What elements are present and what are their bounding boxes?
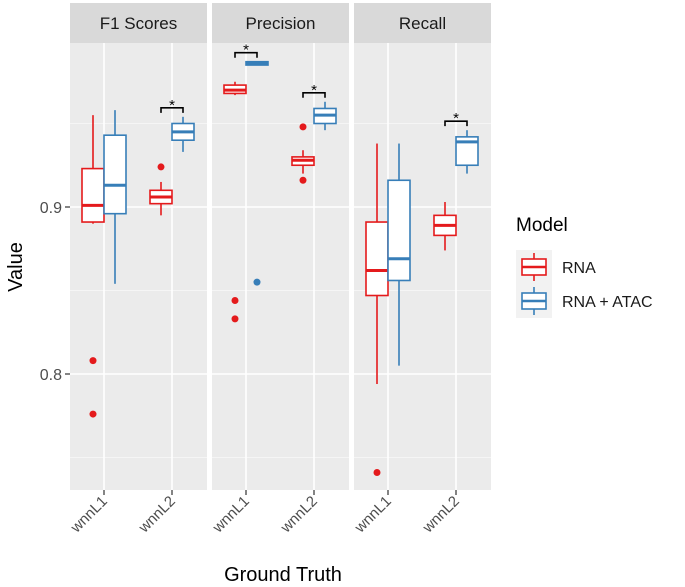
outlier-point [89, 410, 97, 418]
box-rna-atac-wnnL2 [455, 130, 479, 174]
panel-background [70, 43, 207, 490]
box-rna-wnnL1 [223, 81, 247, 323]
box-rna-wnnL2 [149, 163, 173, 216]
box-body [103, 134, 127, 215]
legend: Model RNA RNA + ATAC [516, 215, 653, 318]
box-rna-wnnL2 [291, 123, 315, 184]
facet-title: F1 Scores [100, 14, 177, 33]
outlier-point [89, 357, 97, 365]
box-body [455, 136, 479, 167]
x-tick-label: wnnL2 [419, 493, 463, 537]
outlier-point [231, 315, 239, 323]
x-tick-label: wnnL1 [209, 493, 253, 537]
box-rna-atac-wnnL2 [171, 116, 195, 152]
outlier-point [157, 163, 165, 171]
facet-strip [212, 3, 349, 43]
facet-strip [354, 3, 491, 43]
x-tick-label: wnnL1 [351, 493, 395, 537]
bracket-line [302, 91, 326, 98]
significance-star: * [169, 97, 175, 114]
outlier-point [231, 297, 239, 305]
box-body [387, 179, 411, 282]
significance-bracket-wnnL2: * [302, 82, 326, 99]
significance-bracket-wnnL2: * [444, 110, 468, 127]
outlier-point [299, 176, 307, 184]
x-tick-label: wnnL2 [277, 493, 321, 537]
outlier-point [253, 278, 261, 286]
significance-star: * [243, 42, 249, 59]
x-tick-label: wnnL1 [67, 493, 111, 537]
x-tick-label: wnnL2 [135, 493, 179, 537]
legend-label: RNA [562, 260, 596, 277]
facet-panel-f1-scores: F1 Scores * wnnL1 wnnL2 [67, 3, 207, 537]
box-rna-atac-wnnL1 [387, 143, 411, 366]
facet-title: Recall [399, 14, 446, 33]
significance-star: * [453, 110, 459, 127]
bracket-line [444, 120, 468, 127]
significance-bracket-wnnL2: * [160, 97, 184, 114]
outlier-point [373, 469, 381, 477]
box-body [81, 167, 105, 223]
bracket-line [160, 107, 184, 113]
y-tick-label: 0.9 [40, 200, 62, 217]
box-rna-atac-wnnL2 [313, 101, 337, 131]
x-axis-title: Ground Truth [224, 564, 342, 586]
box-rna-wnnL1 [81, 115, 105, 418]
facet-panel-precision: Precision * * wnnL1 wnnL2 [209, 3, 349, 537]
legend-key-rna: RNA [516, 250, 596, 284]
legend-title: Model [516, 215, 568, 236]
significance-star: * [311, 82, 317, 99]
facet-strip [70, 3, 207, 43]
bracket-line [234, 51, 258, 58]
box-rna-wnnL1 [365, 143, 389, 477]
significance-bracket-wnnL1: * [234, 42, 258, 59]
legend-label: RNA + ATAC [562, 294, 653, 311]
outlier-point [299, 123, 307, 131]
legend-key-rna-atac: RNA + ATAC [516, 284, 653, 318]
box-rna-atac-wnnL1 [103, 110, 127, 284]
y-tick-label: 0.8 [40, 367, 62, 384]
box-body [365, 221, 389, 297]
y-axis-title: Value [5, 242, 27, 292]
facet-panel-recall: Recall * wnnL1 wnnL2 [351, 3, 491, 537]
box-rna-wnnL2 [433, 201, 457, 251]
box-rna-atac-wnnL1 [245, 60, 269, 286]
facet-title: Precision [246, 14, 316, 33]
